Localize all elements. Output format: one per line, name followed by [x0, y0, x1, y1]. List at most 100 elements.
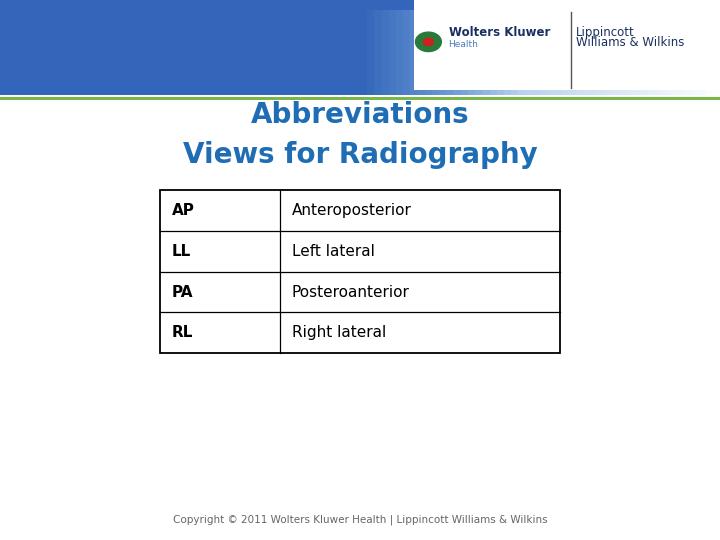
Bar — [72, 0, 81, 10]
Bar — [547, 0, 556, 10]
Bar — [655, 0, 664, 10]
Text: Left lateral: Left lateral — [292, 244, 375, 259]
Bar — [691, 0, 700, 10]
Bar — [619, 0, 628, 10]
Bar — [115, 0, 124, 94]
Bar — [101, 0, 109, 94]
Bar — [259, 0, 268, 10]
Bar — [86, 0, 95, 10]
Bar — [317, 0, 325, 10]
Bar — [468, 0, 477, 10]
Bar — [706, 0, 714, 94]
Bar — [590, 0, 599, 94]
Bar — [173, 0, 181, 10]
Bar — [158, 0, 167, 10]
Bar — [418, 0, 426, 10]
Bar — [43, 0, 52, 94]
Bar — [698, 0, 707, 94]
Bar — [108, 0, 117, 94]
Bar — [50, 0, 59, 10]
Bar — [576, 0, 585, 94]
Bar — [180, 0, 189, 10]
Bar — [130, 0, 138, 94]
Bar — [144, 0, 153, 94]
Bar — [454, 0, 462, 94]
Bar — [562, 0, 570, 10]
Bar — [396, 0, 405, 10]
Bar — [324, 0, 333, 10]
Text: LL: LL — [172, 244, 191, 259]
Bar — [403, 0, 412, 94]
Bar — [281, 0, 289, 94]
Bar — [619, 0, 628, 94]
Bar — [302, 0, 311, 10]
Bar — [230, 0, 239, 10]
Bar — [590, 0, 599, 10]
Bar — [446, 0, 455, 10]
Bar — [209, 0, 217, 94]
Bar — [569, 0, 577, 94]
Bar — [36, 0, 45, 94]
Bar — [223, 0, 232, 10]
Bar — [346, 0, 354, 94]
Bar — [540, 0, 549, 10]
Bar — [504, 0, 513, 10]
Bar — [533, 0, 541, 10]
Bar — [115, 0, 124, 10]
Bar — [36, 0, 45, 10]
Bar — [684, 0, 693, 10]
Circle shape — [415, 32, 441, 52]
Bar — [713, 0, 720, 10]
Bar — [0, 0, 9, 10]
Bar — [302, 0, 311, 94]
Bar — [79, 0, 88, 94]
Bar — [245, 0, 253, 10]
Bar — [166, 0, 174, 10]
Bar — [526, 0, 534, 94]
Bar — [374, 0, 383, 94]
Bar — [281, 0, 289, 10]
Bar — [684, 0, 693, 94]
Bar — [353, 0, 361, 10]
Bar — [209, 0, 217, 10]
Bar — [331, 0, 340, 10]
Bar — [310, 0, 318, 10]
Bar — [7, 0, 16, 94]
Bar — [598, 0, 606, 10]
Bar — [554, 0, 563, 94]
Bar — [461, 0, 469, 94]
Text: Wolters Kluwer: Wolters Kluwer — [449, 25, 550, 39]
Bar — [22, 0, 30, 94]
Bar — [626, 0, 635, 10]
Bar — [50, 0, 59, 94]
Bar — [216, 0, 225, 10]
Bar — [360, 0, 369, 94]
Bar — [670, 0, 678, 10]
Bar — [511, 0, 520, 10]
Bar — [151, 0, 160, 94]
Bar — [468, 0, 477, 94]
Bar — [202, 0, 210, 94]
Text: AP: AP — [172, 203, 194, 218]
Bar — [7, 0, 16, 10]
Bar — [518, 0, 527, 10]
Bar — [230, 0, 239, 94]
Text: PA: PA — [172, 285, 194, 300]
Bar — [338, 0, 347, 94]
Bar — [691, 0, 700, 94]
Bar — [43, 0, 52, 10]
Bar — [446, 0, 455, 94]
Bar — [662, 0, 671, 94]
Bar — [439, 0, 448, 94]
Bar — [533, 0, 541, 94]
Text: RL: RL — [172, 325, 193, 340]
Bar — [94, 0, 102, 94]
Bar — [346, 0, 354, 10]
Bar — [396, 0, 405, 94]
Bar — [713, 0, 720, 94]
Bar — [389, 0, 397, 10]
Bar — [598, 0, 606, 94]
Bar — [425, 0, 433, 94]
Bar — [274, 0, 282, 10]
Bar — [187, 0, 196, 10]
